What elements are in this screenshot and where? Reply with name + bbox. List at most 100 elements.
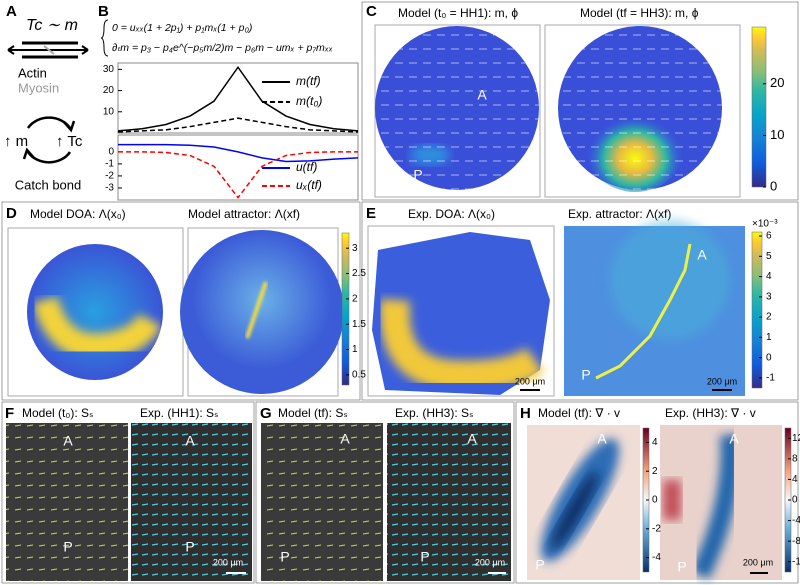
scale-bar-label: 200 μm	[213, 557, 243, 567]
colorbar-tick-label: -12	[792, 556, 800, 567]
plot-frame	[117, 134, 359, 201]
legend-label: m(t₀)	[296, 94, 322, 108]
divergence-image	[527, 425, 782, 580]
catch-bond-label: Catch bond	[15, 177, 82, 192]
panel-label: C	[366, 3, 377, 20]
vector-field-image	[261, 423, 511, 581]
marker-posterior: P	[280, 549, 289, 565]
panel-label: H	[520, 405, 531, 422]
colorbar-tick-label: 0.5	[352, 370, 366, 381]
cycle-arrows	[22, 116, 76, 164]
model-image	[374, 24, 741, 198]
experiment-image	[367, 220, 745, 397]
marker-posterior: P	[535, 557, 544, 573]
marker-posterior: P	[581, 367, 590, 383]
marker-anterior: A	[340, 431, 350, 447]
marker-anterior: A	[185, 433, 195, 449]
panel-label: E	[366, 205, 376, 222]
image-title: Model DOA: Λ(x₀)	[30, 207, 126, 221]
vector-field-image	[6, 423, 252, 581]
y-tick-label: 30	[103, 64, 115, 75]
cycle-tc: ↑ Tc	[56, 133, 83, 150]
scale-bar-label: 200 μm	[707, 376, 737, 386]
colorbar-multiplier: ×10⁻³	[752, 219, 778, 230]
image-title: Exp. attractor: Λ(xf)	[568, 207, 671, 221]
panel-label: G	[260, 405, 272, 422]
line-series	[118, 151, 358, 199]
colorbar-tick-label: -2	[652, 523, 661, 534]
colorbar-tick-label: -1	[766, 373, 775, 384]
colorbar-tick-label: 0	[770, 178, 777, 193]
image-title: Model (t₀): Sₛ	[22, 406, 93, 420]
relation: Tc ∼ m	[26, 17, 78, 34]
colorbar-tick-label: 1.5	[352, 319, 366, 330]
image-title: Exp. (HH3): ∇ · v	[665, 406, 756, 420]
colorbar-tick-label: 8	[792, 453, 798, 464]
line-series	[117, 117, 359, 133]
colorbar-tick-label: 6	[766, 231, 772, 242]
legend-label: uₓ(tf)	[296, 178, 322, 192]
image-title: Exp. (HH3): Sₛ	[395, 406, 474, 420]
colorbar-tick-label: 3	[352, 243, 358, 254]
y-tick-label: -1	[105, 159, 114, 170]
marker-anterior: A	[597, 431, 607, 447]
image-title: Model (t₀ = HH1): m, ϕ	[398, 6, 518, 20]
panel-label: D	[6, 205, 17, 222]
colorbar-tick-label: 2	[652, 466, 658, 477]
colorbar-tick-label: 4	[792, 474, 798, 485]
colorbar	[341, 232, 350, 386]
y-tick-label: -2	[105, 171, 114, 182]
y-tick-label: 20	[103, 85, 115, 96]
marker-posterior: P	[420, 549, 429, 565]
model-image	[7, 227, 344, 397]
colorbar-tick-label: 12	[792, 433, 800, 444]
colorbar-tick-label: 4	[766, 271, 772, 282]
line-series	[117, 65, 359, 132]
scale-bar-label: 200 μm	[515, 376, 545, 386]
panel-label: B	[98, 3, 109, 20]
legend-label: m(tf)	[296, 74, 321, 88]
marker-anterior: A	[697, 247, 707, 263]
image-title: Model (tf): Sₛ	[278, 406, 348, 420]
line-series	[118, 143, 359, 163]
colorbar-tick-label: 0	[792, 495, 798, 506]
image-title: Model (tf): ∇ · v	[538, 406, 620, 420]
colorbar-tick-label: 1	[766, 332, 772, 343]
colorbar-tick-label: 5	[766, 251, 772, 262]
colorbar-tick-label: 1	[352, 344, 358, 355]
colorbar-tick-label: 20	[770, 75, 784, 90]
y-tick-label: 10	[103, 106, 115, 117]
marker-anterior: A	[729, 431, 739, 447]
y-tick-label: 0	[108, 146, 114, 157]
actin-myosin-icon	[7, 41, 89, 59]
panel-label: A	[6, 3, 17, 20]
colorbar-tick-label: -4	[792, 515, 800, 526]
colorbar	[751, 26, 767, 188]
y-tick-label: -3	[105, 183, 114, 194]
image-title: Exp. (HH1): Sₛ	[140, 406, 219, 420]
colorbar-tick-label: 10	[770, 127, 784, 142]
scale-bar-label: 200 μm	[475, 557, 505, 567]
colorbar-tick-label: 2	[352, 294, 358, 305]
brace	[100, 19, 109, 57]
colorbar-tick-label: 4	[652, 437, 658, 448]
equation: ∂ₜm = p₃ − p₄e^(−p₅m/2)m − p₆m − umₓ + p…	[112, 42, 333, 54]
colorbar-tick-label: 3	[766, 291, 772, 302]
marker-posterior: P	[413, 167, 422, 183]
marker-anterior: A	[477, 87, 487, 103]
equation: 0 = uₓₓ(1 + 2p₁) + p₁mₓ(1 + p₀)	[112, 22, 252, 34]
image-title: Model attractor: Λ(xf)	[188, 207, 300, 221]
scale-bar-label: 200 μm	[743, 557, 773, 567]
plot-frame	[117, 62, 359, 134]
colorbar-tick-label: 2	[766, 312, 772, 323]
panel-label: F	[5, 405, 14, 422]
colorbar-tick-label: -4	[652, 552, 661, 563]
marker-posterior: P	[185, 539, 194, 555]
image-title: Model (tf = HH3): m, ϕ	[580, 6, 699, 20]
cycle-m: ↑ m	[4, 133, 28, 150]
colorbar-tick-label: 0	[766, 352, 772, 363]
colorbar	[751, 231, 763, 389]
colorbar-tick-label: 0	[652, 495, 658, 506]
